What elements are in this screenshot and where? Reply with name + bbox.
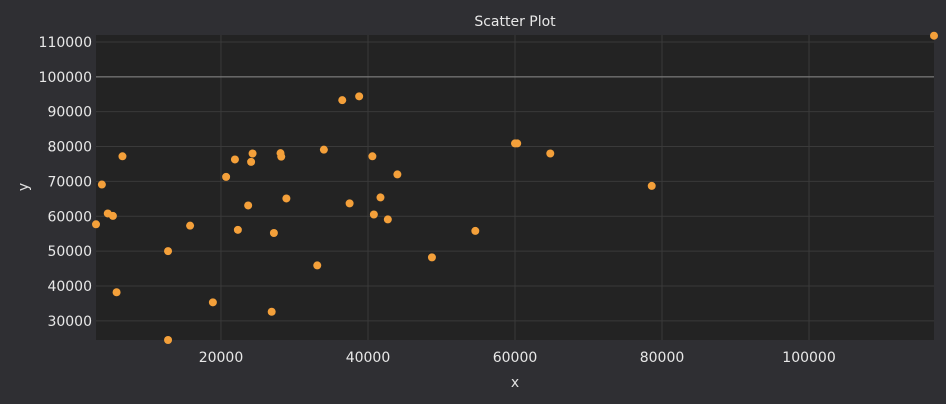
data-point (471, 226, 480, 235)
y-tick-label: 70000 (47, 174, 92, 190)
data-point (546, 149, 555, 158)
data-point (248, 149, 257, 158)
data-point (208, 298, 217, 307)
x-tick-label: 80000 (640, 350, 685, 366)
data-point (233, 225, 242, 234)
data-point (427, 253, 436, 262)
data-point (345, 199, 354, 208)
data-point (118, 152, 127, 161)
data-point (313, 261, 322, 270)
data-point (112, 288, 121, 297)
chart-title: Scatter Plot (474, 14, 556, 30)
data-point (222, 172, 231, 181)
x-axis-label: x (511, 375, 519, 391)
data-point (513, 139, 522, 148)
data-point (277, 152, 286, 161)
data-point (267, 307, 276, 316)
data-point (393, 170, 402, 179)
x-tick-label: 60000 (493, 350, 538, 366)
y-tick-label: 90000 (47, 105, 92, 121)
y-tick-label: 40000 (47, 279, 92, 295)
data-point (269, 228, 278, 237)
data-point (647, 181, 656, 190)
y-tick-label: 100000 (39, 70, 92, 86)
y-tick-label: 80000 (47, 140, 92, 156)
y-tick-label: 30000 (47, 314, 92, 330)
data-point (368, 152, 377, 161)
x-tick-label: 20000 (199, 350, 244, 366)
data-point (164, 336, 173, 344)
data-points (92, 31, 938, 344)
data-point (282, 194, 291, 203)
data-point (164, 247, 173, 256)
y-tick-label: 60000 (47, 209, 92, 225)
data-point (92, 220, 100, 229)
data-point (376, 193, 385, 202)
y-axis-ticks: 30000 40000 50000 60000 70000 80000 90000 10000… (39, 35, 92, 330)
data-point (108, 211, 117, 220)
data-point (355, 92, 364, 101)
data-point (97, 180, 106, 189)
x-axis-ticks: 20000 40000 60000 80000 100000 (199, 350, 836, 366)
data-point (338, 96, 347, 105)
data-point (383, 215, 392, 224)
data-point (247, 157, 256, 166)
y-tick-label: 50000 (47, 244, 92, 260)
data-point (186, 221, 195, 230)
data-point (930, 31, 938, 40)
x-tick-label: 40000 (346, 350, 391, 366)
data-point (319, 145, 328, 154)
data-point (230, 155, 239, 164)
data-point (244, 201, 253, 210)
y-tick-label: 110000 (39, 35, 92, 51)
data-point (369, 210, 378, 219)
y-axis-label: y (16, 183, 32, 191)
x-tick-label: 100000 (782, 350, 835, 366)
